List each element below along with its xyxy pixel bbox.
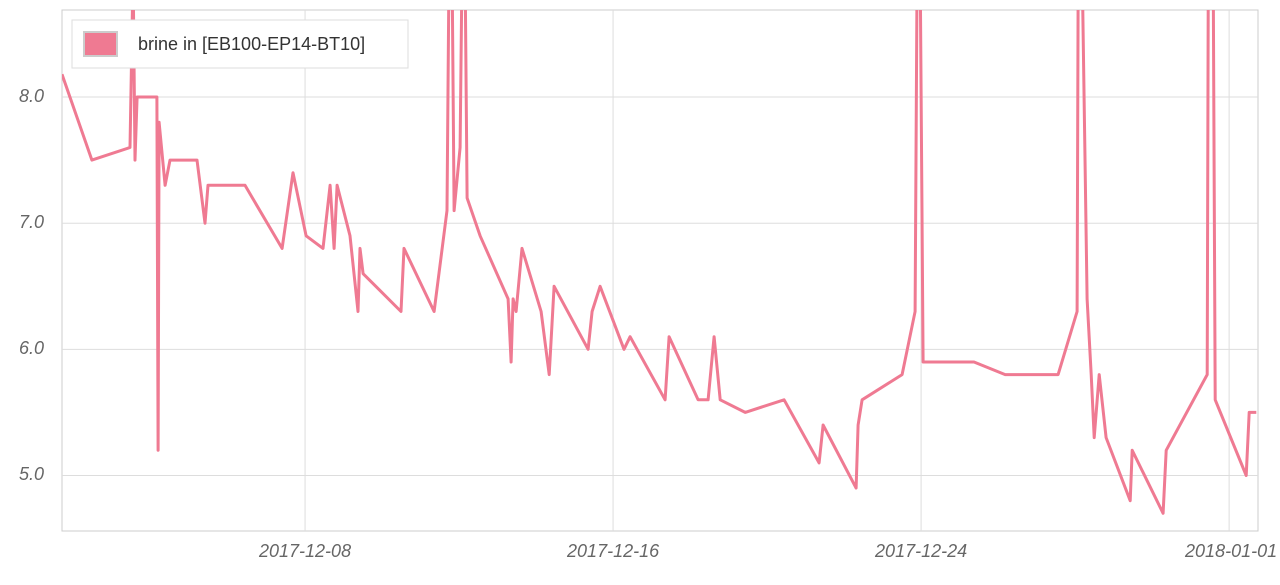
- legend-swatch: [83, 31, 118, 57]
- y-tick-label: 8.0: [19, 86, 44, 106]
- legend: brine in [EB100-EP14-BT10]: [71, 19, 409, 69]
- x-tick-label: 2018-01-01: [1184, 541, 1277, 561]
- x-tick-label: 2017-12-24: [874, 541, 967, 561]
- legend-label: brine in [EB100-EP14-BT10]: [138, 34, 365, 54]
- x-tick-label: 2017-12-08: [258, 541, 351, 561]
- y-tick-label: 6.0: [19, 338, 44, 358]
- plot-frame: [61, 9, 1259, 532]
- legend-box: [71, 19, 409, 69]
- data-line: [62, 10, 1257, 515]
- y-tick-label: 7.0: [19, 212, 44, 232]
- x-tick-label: 2017-12-16: [566, 541, 660, 561]
- y-tick-label: 5.0: [19, 464, 44, 484]
